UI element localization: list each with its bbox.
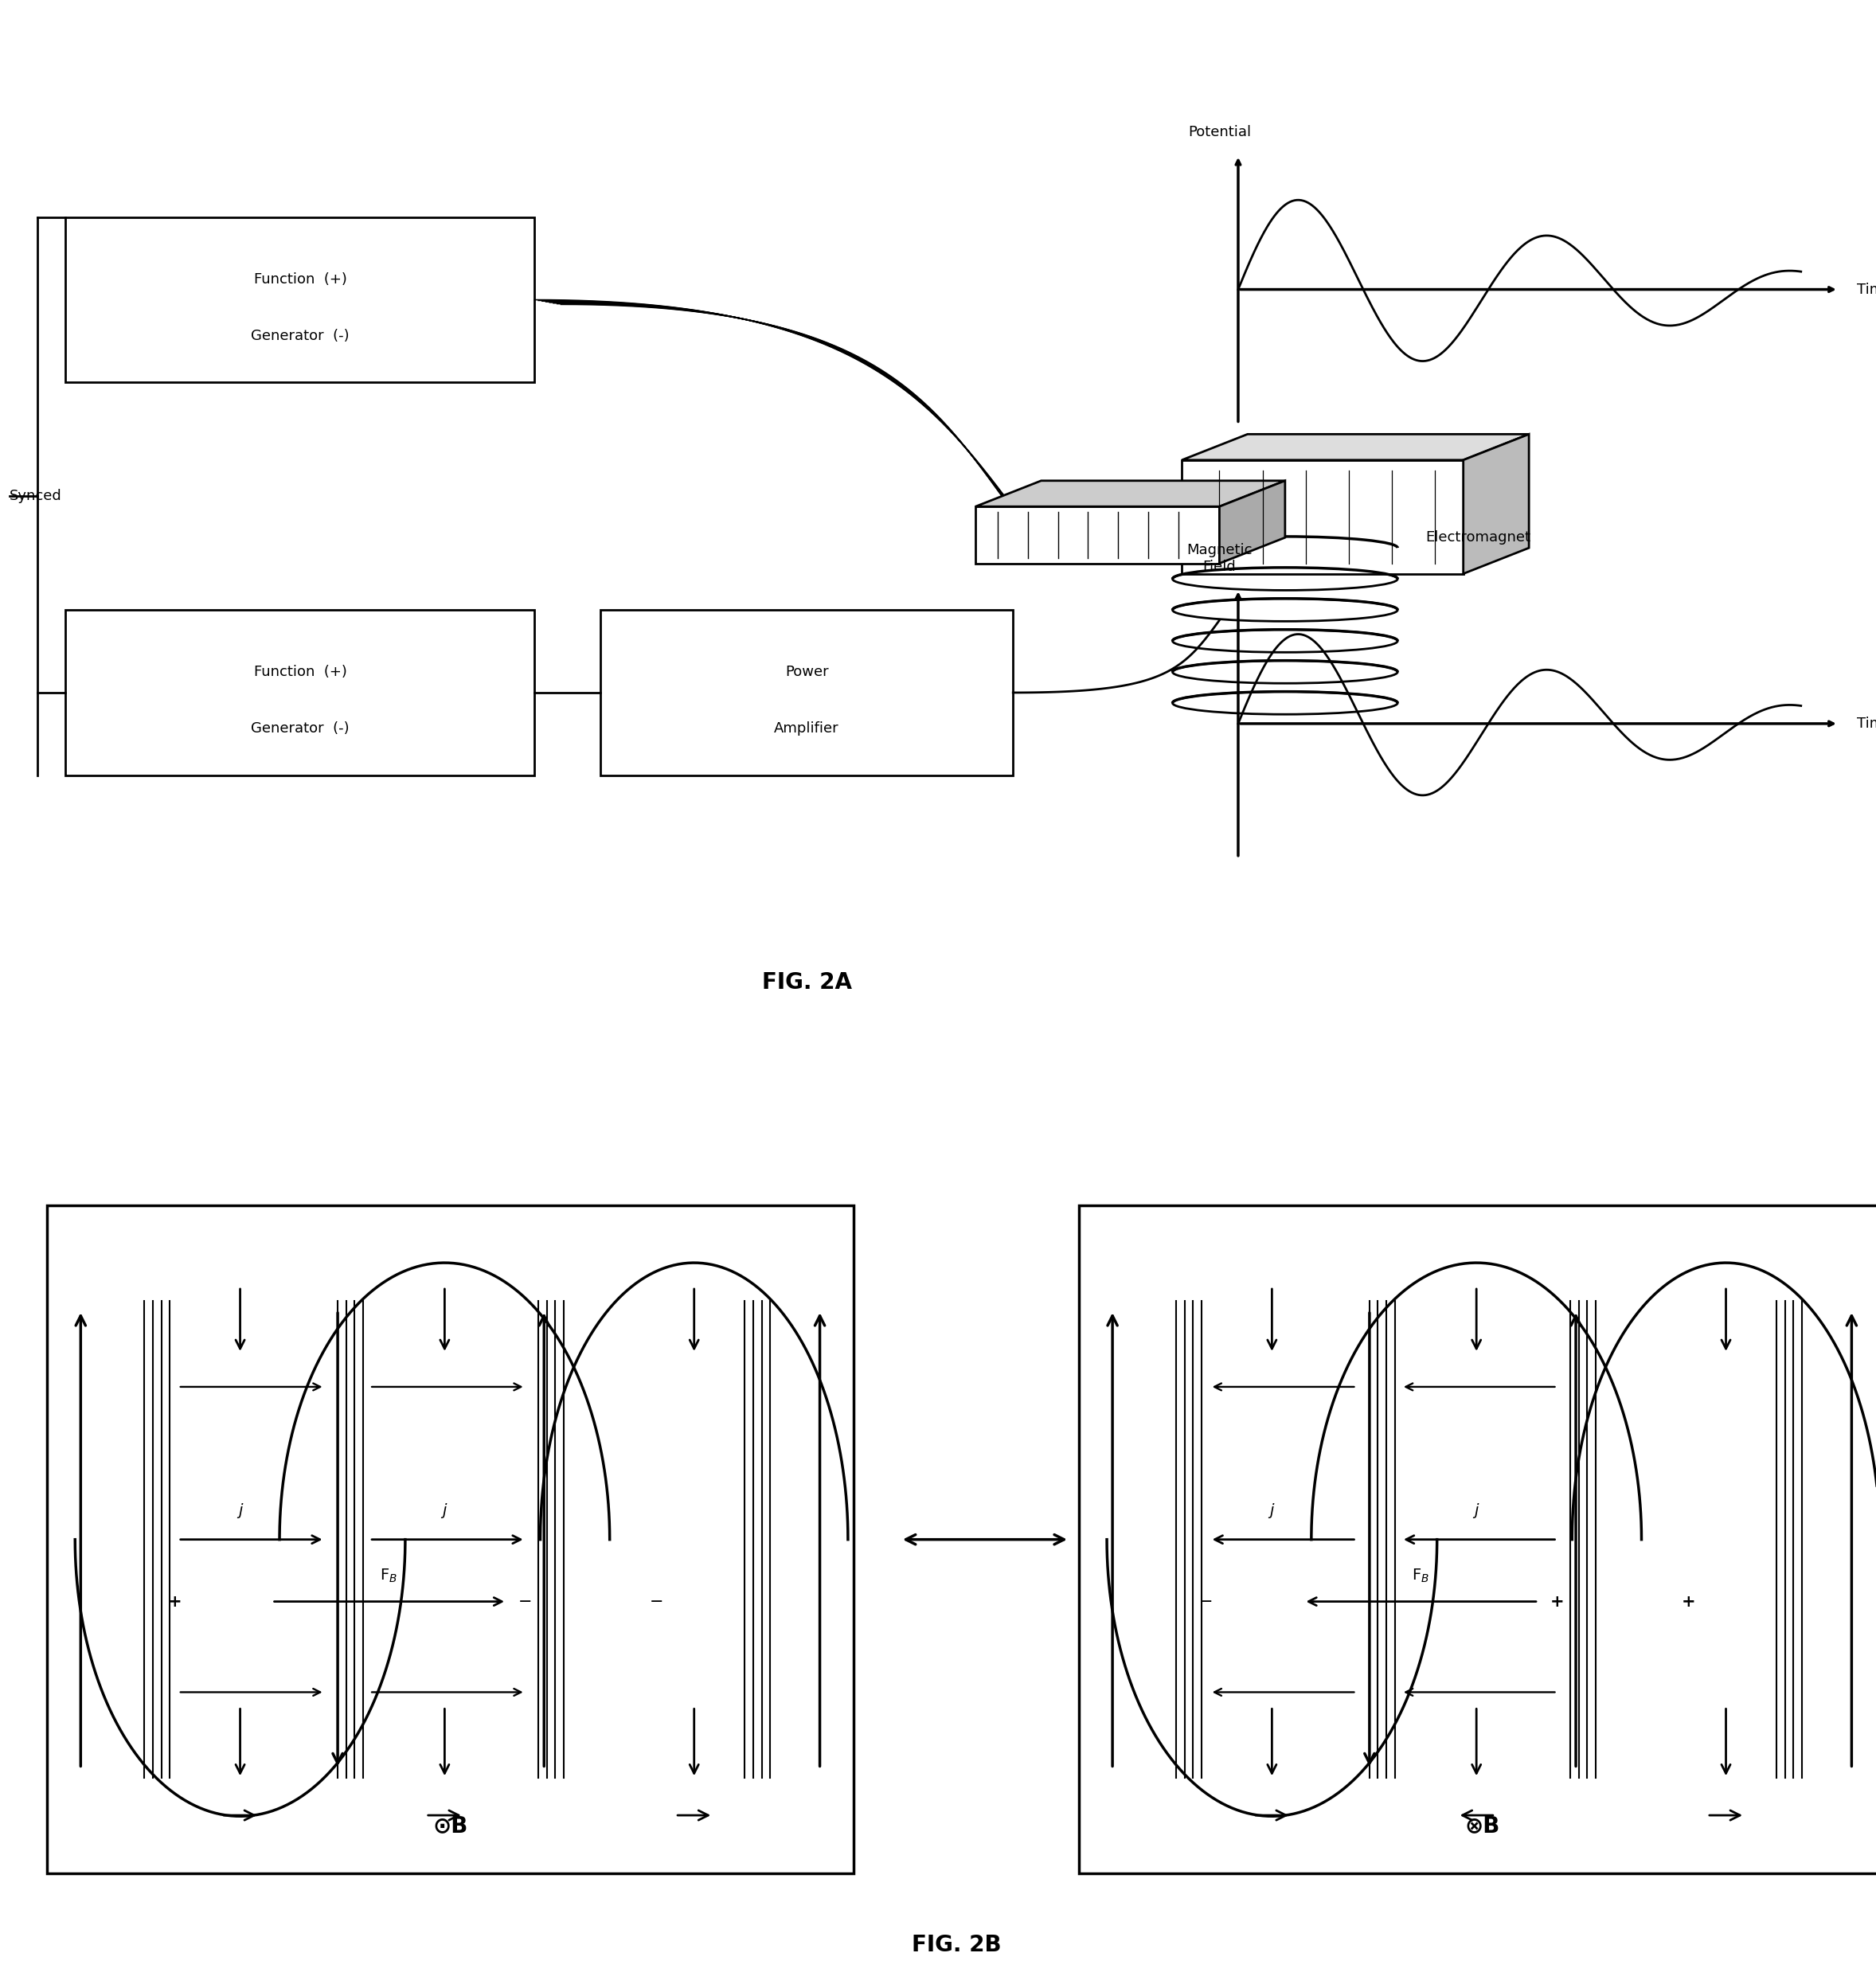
Text: j: j <box>443 1503 446 1519</box>
Text: ⊗B: ⊗B <box>1465 1815 1499 1837</box>
Text: Function  (+): Function (+) <box>253 272 347 286</box>
Text: Function  (+): Function (+) <box>253 664 347 680</box>
Text: j: j <box>1270 1503 1274 1519</box>
Ellipse shape <box>1172 598 1398 622</box>
Text: Generator  (-): Generator (-) <box>251 722 349 736</box>
Ellipse shape <box>1172 537 1398 559</box>
Text: +: + <box>167 1594 182 1610</box>
Text: Time: Time <box>1857 282 1876 296</box>
Ellipse shape <box>1172 692 1398 714</box>
Text: Time: Time <box>1857 716 1876 732</box>
Ellipse shape <box>1172 660 1398 684</box>
Text: Power: Power <box>784 664 829 680</box>
Text: FIG. 2B: FIG. 2B <box>912 1934 1002 1956</box>
Text: F$_B$: F$_B$ <box>379 1567 398 1584</box>
Polygon shape <box>1219 481 1285 563</box>
FancyBboxPatch shape <box>1079 1205 1876 1873</box>
FancyBboxPatch shape <box>600 610 1013 775</box>
Text: Synced: Synced <box>9 489 62 503</box>
Polygon shape <box>1182 459 1463 575</box>
Text: +: + <box>1681 1594 1696 1610</box>
Text: F$_B$: F$_B$ <box>1411 1567 1430 1584</box>
Text: FIG. 2A: FIG. 2A <box>762 970 852 994</box>
FancyBboxPatch shape <box>66 610 535 775</box>
Text: ⊙B: ⊙B <box>433 1815 467 1837</box>
Text: Magnetic
Field: Magnetic Field <box>1186 543 1253 575</box>
Text: Potential: Potential <box>1188 125 1251 139</box>
Text: −: − <box>518 1594 533 1610</box>
Polygon shape <box>976 481 1285 507</box>
Text: j: j <box>238 1503 242 1519</box>
Text: Electromagnet: Electromagnet <box>1426 531 1531 545</box>
Text: −: − <box>1199 1594 1214 1610</box>
Ellipse shape <box>1172 630 1398 652</box>
Text: Generator  (-): Generator (-) <box>251 328 349 344</box>
Polygon shape <box>976 507 1219 563</box>
Polygon shape <box>1463 433 1529 575</box>
FancyBboxPatch shape <box>47 1205 854 1873</box>
Ellipse shape <box>1172 567 1398 590</box>
Text: +: + <box>1550 1594 1565 1610</box>
Text: −: − <box>649 1594 664 1610</box>
FancyBboxPatch shape <box>66 217 535 382</box>
Text: Amplifier: Amplifier <box>775 722 839 736</box>
Text: j: j <box>1475 1503 1478 1519</box>
Polygon shape <box>1182 433 1529 459</box>
